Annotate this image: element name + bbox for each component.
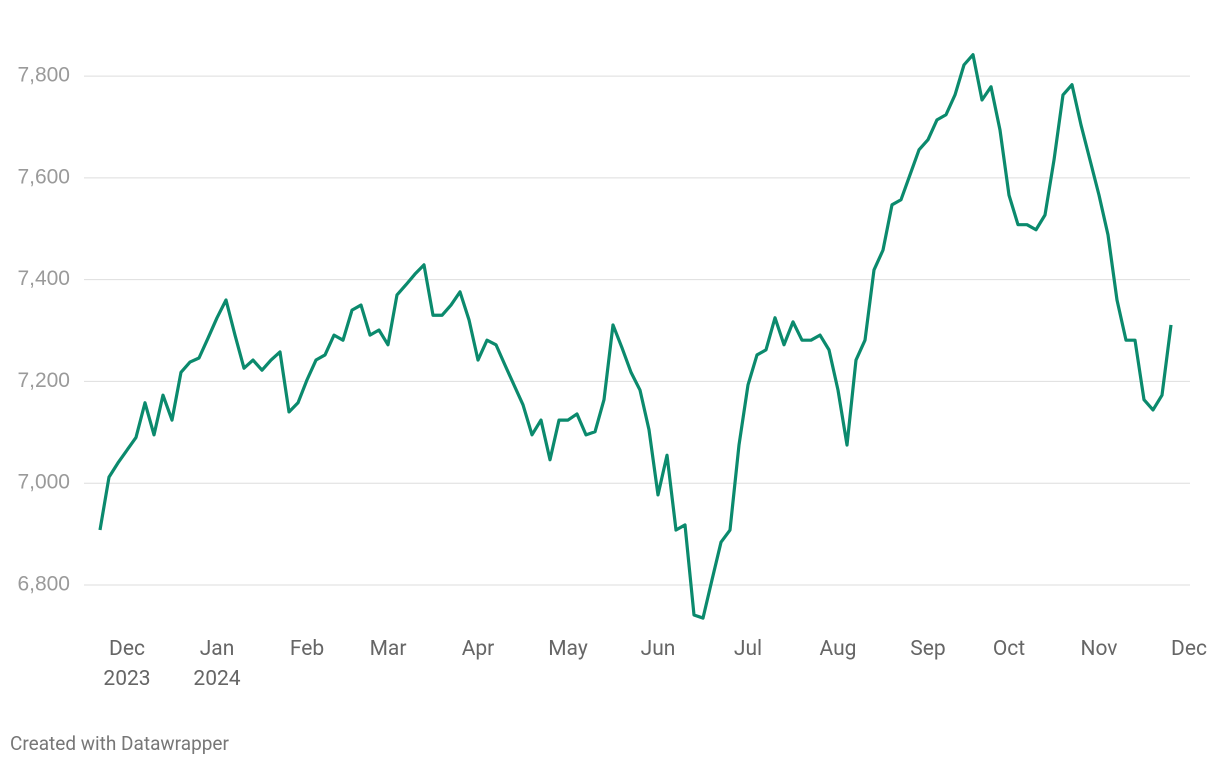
data-line: [98, 53, 1173, 620]
y-tick-label: 7,400: [17, 267, 70, 290]
x-tick-label: Apr: [461, 637, 495, 661]
x-tick-label: Mar: [369, 637, 407, 661]
y-tick-label: 7,600: [17, 165, 70, 188]
x-tick-label: Jul: [733, 637, 763, 661]
x-tick-label: May: [548, 637, 588, 661]
y-tick-label: 7,000: [17, 471, 70, 494]
x-tick-label: Aug: [819, 637, 857, 661]
x-tick-label: Dec 2023: [103, 637, 151, 691]
x-tick-label: Feb: [289, 637, 325, 661]
credit: Created with Datawrapper: [10, 732, 229, 755]
x-tick-label: Oct: [992, 637, 1026, 661]
x-tick-label: Nov: [1080, 637, 1118, 661]
x-tick-label: Jun: [640, 637, 676, 661]
x-tick-label: Jan 2024: [193, 637, 241, 691]
x-tick-label: Sep: [910, 637, 946, 661]
x-tick-label: Dec: [1171, 637, 1207, 661]
y-tick-label: 7,200: [17, 369, 70, 392]
y-tick-label: 6,800: [17, 573, 70, 596]
y-tick-label: 7,800: [17, 64, 70, 87]
